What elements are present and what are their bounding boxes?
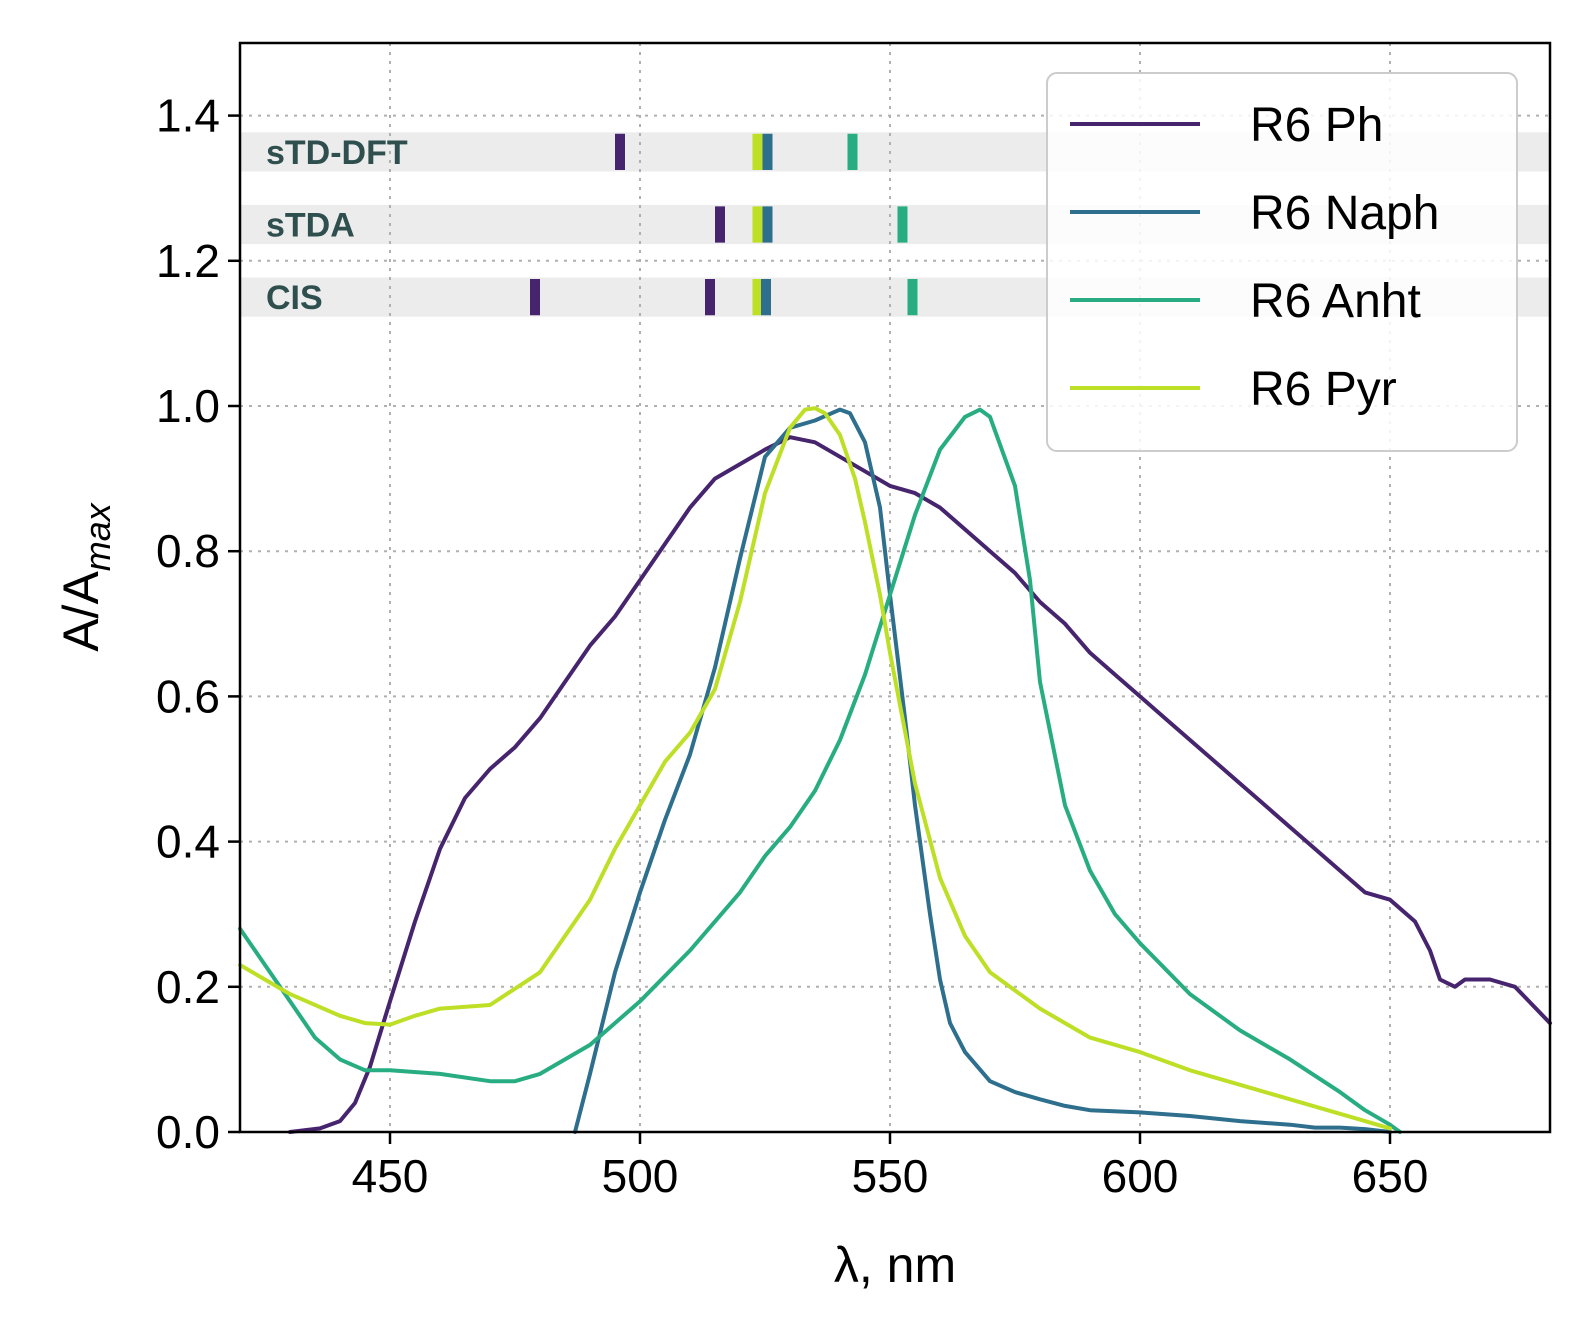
transition-markers [530,133,918,316]
legend-label: R6 Pyr [1250,363,1397,416]
x-tick-label: 650 [1352,1150,1429,1202]
y-tick-label: 1.4 [156,90,220,142]
plot-frame [238,41,1552,1134]
x-tick-label: 600 [1102,1150,1179,1202]
x-tick-label: 450 [352,1150,429,1202]
y-axis-title: A/Amax [53,501,118,652]
method-label: sTDA [266,207,355,245]
x-tick-label: 550 [852,1150,929,1202]
series-line-r6-anht [238,407,1402,1134]
method-label: sTD-DFT [266,134,408,172]
y-tick-label: 0.6 [156,670,220,722]
series-line-r6-pyr [238,406,1392,1131]
y-tick-label: 0.4 [156,816,220,868]
legend-label: R6 Anht [1250,275,1421,328]
legend: R6 Ph R6 Naph R6 Anht R6 Pyr [1046,72,1518,452]
y-tick-label: 0.2 [156,961,220,1013]
y-axis-title-main: A/A [53,571,109,652]
legend-label: R6 Naph [1250,187,1439,240]
y-tick-label: 1.0 [156,380,220,432]
series-line-r6-ph [288,435,1552,1134]
series-line-r6-naph [573,407,1392,1134]
y-tick-label: 0.0 [156,1106,220,1158]
y-tick-label: 0.8 [156,525,220,577]
legend-box [1046,72,1518,452]
method-label: CIS [266,279,323,317]
method-labels: sTD-DFT sTDA CIS [266,134,408,317]
axis-ticks: 450 500 550 600 650 0.0 0.2 0.4 0.6 0.8 1.0 1.2 1.4 [156,90,1428,1202]
x-axis-title: λ, nm [834,1237,956,1293]
spectra-lines [238,406,1552,1134]
y-axis-title-subscript: max [77,501,118,571]
x-tick-label: 500 [602,1150,679,1202]
y-tick-label: 1.2 [156,235,220,287]
legend-label: R6 Ph [1250,99,1383,152]
